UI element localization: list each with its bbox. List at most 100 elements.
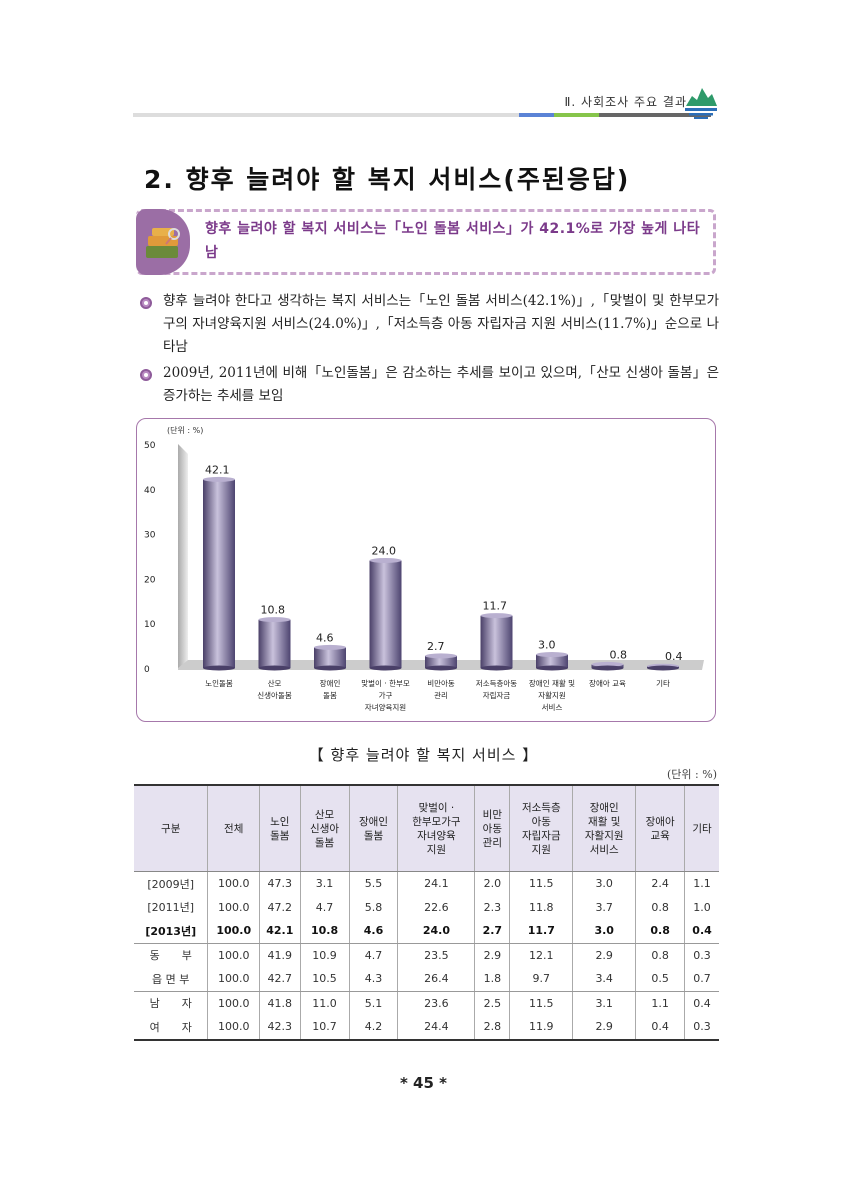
bar-top — [258, 617, 291, 623]
row-label: 남 자 — [149, 997, 192, 1011]
bar-top — [369, 557, 402, 563]
section-header: Ⅱ. 사회조사 주요 결과 — [564, 95, 687, 109]
row-label: 여 자 — [134, 1015, 208, 1041]
table-cell: 10.7 — [299, 1015, 350, 1041]
table-cell: 2.9 — [572, 943, 636, 967]
x-tick-label: 돌봄 — [323, 691, 337, 700]
table-cell: 11.5 — [509, 871, 573, 896]
summary-box — [136, 209, 716, 275]
column-header: 비만 아동 관리 — [474, 784, 510, 872]
table-cell: 2.3 — [474, 895, 510, 919]
table-cell: 41.9 — [259, 943, 301, 967]
bar-base — [425, 665, 457, 671]
table-unit: (단위 : %) — [667, 768, 717, 781]
data-label: 4.6 — [316, 631, 334, 644]
table-cell: 11.8 — [509, 895, 573, 919]
logo-icon — [685, 88, 717, 119]
table-cell: 2.8 — [474, 1015, 510, 1041]
table-cell: 42.7 — [259, 967, 301, 992]
table-cell: 42.3 — [259, 1015, 301, 1041]
bar — [369, 560, 402, 668]
x-tick-label: 장애인 재활 및 — [529, 678, 575, 688]
table-cell: 24.1 — [397, 871, 475, 896]
y-tick-label: 50 — [144, 441, 156, 451]
table-row: [2011년] 100.0 47.2 4.7 5.8 22.6 2.3 11.8 3.7 0.8 1… — [134, 895, 719, 919]
bullet-text-2: 2009년, 2011년에 비해「노인돌봄」은 감소하는 추세를 보이고 있으며… — [163, 365, 719, 404]
row-label: [2011년] — [147, 901, 195, 915]
x-tick-label: 서비스 — [542, 703, 563, 712]
bar-top — [536, 652, 568, 658]
column-header: 장애아 교육 — [635, 784, 685, 872]
y-tick-label: 10 — [144, 620, 156, 630]
bar-base — [591, 665, 624, 671]
books-icon — [146, 228, 180, 258]
row-label: [2013년] — [134, 919, 208, 944]
table-cell: 24.4 — [397, 1015, 475, 1041]
bar — [258, 619, 291, 668]
table-cell: 2.4 — [635, 871, 685, 896]
table-cell: 1.1 — [635, 991, 685, 1015]
table-cell: 5.1 — [348, 991, 398, 1015]
table-cell: 2.0 — [474, 871, 510, 896]
bar — [536, 654, 568, 668]
header-accent-blue — [519, 113, 554, 117]
x-tick-label: 노인돌봄 — [205, 678, 233, 688]
x-tick-label: 장애아 교육 — [589, 678, 626, 688]
table-cell: 0.3 — [684, 943, 719, 967]
column-header: 구분 — [134, 784, 208, 872]
table-cell: 3.0 — [572, 919, 636, 944]
table-cell: 100.0 — [207, 991, 260, 1015]
table-cell: 0.3 — [684, 1015, 719, 1041]
table-cell: 0.8 — [635, 895, 685, 919]
table-cell: 4.7 — [299, 895, 350, 919]
table-row: 동 부 100.0 41.9 10.9 4.7 23.5 2.9 12.1 2.9 0.8 0.3 — [134, 943, 719, 967]
table-row: 여 자 100.0 42.3 10.7 4.2 24.4 2.8 11.9 2.9 0.4 0.3 — [134, 1015, 719, 1041]
bar-base — [203, 665, 235, 671]
row-label: [2009년] — [147, 877, 195, 891]
table-cell: 100.0 — [207, 967, 260, 992]
table-cell: 2.9 — [572, 1015, 636, 1041]
data-label: 42.1 — [205, 463, 230, 476]
table-cell: 22.6 — [397, 895, 475, 919]
bar-base — [647, 665, 679, 671]
bar-top — [314, 644, 346, 650]
bar — [425, 655, 457, 668]
column-header: 저소득층 아동 자립자금 지원 — [509, 784, 573, 872]
table-cell: 23.6 — [397, 991, 475, 1015]
header-accent-green — [554, 113, 599, 117]
table-cell: 1.1 — [684, 871, 719, 896]
table-cell: 42.1 — [259, 919, 301, 944]
bar — [314, 647, 346, 668]
table-cell: 11.0 — [299, 991, 350, 1015]
table-cell: 100.0 — [207, 919, 260, 944]
table-cell: 2.7 — [474, 919, 510, 944]
table-cell: 0.8 — [635, 919, 685, 944]
data-label: 24.0 — [372, 544, 397, 557]
table-cell: 4.3 — [348, 967, 398, 992]
bullet-icon — [140, 369, 152, 381]
bar — [480, 615, 513, 668]
column-header: 맞벌이 · 한부모가구 자녀양육 지원 — [397, 784, 475, 872]
bar-base — [314, 665, 346, 671]
x-tick-label: 맞벌이 · 한부모 — [361, 678, 410, 688]
data-label: 0.8 — [610, 648, 628, 661]
table-cell: 11.7 — [509, 919, 573, 944]
page-number: * 45 * — [399, 1074, 447, 1092]
table-cell: 10.5 — [299, 967, 350, 992]
table-cell: 100.0 — [207, 943, 260, 967]
x-tick-label: 비만아동 — [427, 678, 455, 688]
data-table: 구분 전체 노인 돌봄 산모 신생아 돌봄 장애인 돌봄 맞벌이 · 한부모가구 자녀양육 지원 비만 아동… — [134, 784, 719, 1041]
y-tick-label: 40 — [144, 486, 156, 496]
table-cell: 41.8 — [259, 991, 301, 1015]
data-label: 0.4 — [665, 650, 683, 663]
page-title: 2. 향후 늘려야 할 복지 서비스(주된응답) — [144, 165, 631, 194]
table-cell: 1.0 — [684, 895, 719, 919]
table-cell: 3.1 — [299, 871, 350, 896]
y-tick-label: 20 — [144, 575, 156, 585]
table-cell: 4.2 — [348, 1015, 398, 1041]
bar-top — [480, 613, 513, 619]
data-label: 3.0 — [538, 639, 556, 652]
y-tick-label: 0 — [144, 665, 150, 675]
table-cell: 10.8 — [299, 919, 350, 944]
column-header: 노인 돌봄 — [259, 784, 301, 872]
